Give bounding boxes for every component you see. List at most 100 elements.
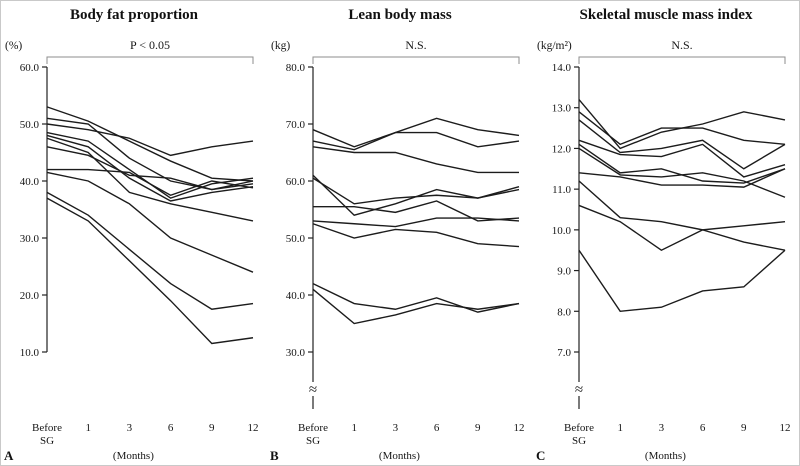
x-tick-label: 3: [127, 422, 133, 434]
panel-letter-a: A: [4, 448, 14, 463]
x-tick-label: 1: [617, 422, 623, 434]
significance-bracket: N.S.: [312, 38, 520, 64]
x-tick-label: SG: [572, 435, 586, 447]
y-axis: 60.0 50.0 40.0 30.0 20.0 10.0: [20, 62, 48, 359]
significance-label: N.S.: [405, 38, 426, 52]
panel-lean-body-mass: Lean body mass N.S. (kg) 80.0 70.0 60.0 50.0 4…: [267, 1, 533, 465]
series-line-s8: [578, 180, 786, 231]
y-tick-label: 70.0: [286, 119, 306, 131]
x-axis-title: (Months): [379, 450, 420, 462]
panel-body-fat: Body fat proportion P < 0.05 (%) 60.0 50.0 4…: [1, 1, 267, 465]
y-tick-label: 40.0: [20, 176, 40, 188]
series-line-s3: [46, 123, 254, 157]
panel-letter-c: C: [536, 448, 546, 463]
series-line-s5: [46, 134, 254, 202]
y-tick-label: 30.0: [286, 347, 306, 359]
x-tick-label: 6: [700, 422, 706, 434]
series-line-s11: [46, 197, 254, 345]
series-line-s10: [46, 191, 254, 310]
series-line-s10: [578, 249, 786, 313]
y-tick-label: 80.0: [286, 62, 306, 74]
series-lines: [312, 117, 520, 325]
y-tick-label: 10.0: [552, 225, 572, 237]
series-line-s1: [312, 129, 520, 148]
y-tick-label: 14.0: [552, 62, 572, 74]
significance-bracket: P < 0.05: [46, 38, 254, 64]
x-axis-title: (Months): [113, 450, 154, 462]
y-tick-label: 7.0: [557, 347, 571, 359]
significance-bracket: N.S.: [578, 38, 786, 64]
x-tick-label: 9: [475, 422, 481, 434]
axis-break-gap: [306, 382, 320, 396]
series-line-s5: [312, 177, 520, 205]
y-tick-label: 50.0: [286, 233, 306, 245]
series-line-s6: [46, 137, 254, 222]
y-tick-label: 10.0: [20, 347, 40, 359]
series-line-s4: [578, 139, 786, 178]
y-tick-label: 40.0: [286, 290, 306, 302]
x-tick-label: 12: [514, 422, 525, 434]
x-tick-label: 3: [659, 422, 665, 434]
panel-skeletal-muscle-mass-index: Skeletal muscle mass index N.S. (kg/m²) 14…: [533, 1, 799, 465]
skeletal-muscle-mass-index-chart-canvas: N.S. (kg/m²) 14.0 13.0 12.0 11.0 10.0 9.0 8.0 7.0…: [537, 38, 791, 462]
series-line-s3: [578, 119, 786, 170]
series-line-s9: [312, 282, 520, 313]
x-tick-label: SG: [40, 435, 54, 447]
x-tick-label: Before: [32, 422, 62, 434]
axis-break-gap: [572, 382, 586, 396]
y-tick-label: 8.0: [557, 306, 571, 318]
series-line-s1: [46, 106, 254, 182]
series-line-s8: [47, 168, 254, 197]
x-tick-label: 1: [85, 422, 91, 434]
x-tick-label: SG: [306, 435, 320, 447]
series-line-s6: [313, 200, 520, 222]
panel-letter-b: B: [270, 448, 279, 463]
chart-title-skeletal-muscle-mass-index: Skeletal muscle mass index: [579, 7, 753, 23]
y-tick-label: 20.0: [20, 290, 40, 302]
series-line-s8: [312, 223, 520, 248]
chart-title-lean-body-mass: Lean body mass: [348, 7, 452, 23]
series-line-s2: [578, 111, 786, 146]
y-axis: 80.0 70.0 60.0 50.0 40.0 30.0: [286, 62, 314, 409]
y-tick-label: 9.0: [557, 266, 571, 278]
series-line-s6: [578, 147, 786, 198]
y-tick-label: 11.0: [552, 184, 571, 196]
y-axis-unit-label: (kg/m²): [537, 40, 572, 52]
series-line-s7: [46, 146, 254, 191]
y-tick-label: 50.0: [20, 119, 40, 131]
series-lines: [578, 99, 786, 313]
y-axis-unit-label: (%): [5, 40, 22, 52]
significance-label: N.S.: [671, 38, 692, 52]
x-tick-label: Before: [298, 422, 328, 434]
significance-label: P < 0.05: [130, 38, 170, 52]
y-tick-label: 12.0: [552, 143, 572, 155]
chart-title-body-fat: Body fat proportion: [69, 7, 199, 23]
y-tick-label: 60.0: [20, 62, 40, 74]
y-tick-label: 60.0: [286, 176, 306, 188]
body-fat-chart-canvas: P < 0.05 (%) 60.0 50.0 40.0 30.0 20.0 10.0 Befor…: [5, 38, 259, 462]
series-line-s3: [312, 146, 519, 174]
x-tick-label: Before: [564, 422, 594, 434]
axis-break-icon: ≈: [575, 382, 583, 398]
series-line-s10: [312, 288, 520, 325]
series-line-s9: [46, 171, 254, 273]
series-line-s7: [578, 168, 786, 188]
lean-body-mass-chart-canvas: N.S. (kg) 80.0 70.0 60.0 50.0 40.0 30.0 ≈ BeforeS…: [271, 38, 525, 462]
y-tick-label: 30.0: [20, 233, 40, 245]
y-axis: 14.0 13.0 12.0 11.0 10.0 9.0 8.0 7.0: [552, 62, 580, 409]
x-tick-label: 9: [209, 422, 215, 434]
x-tick-label: 9: [741, 422, 747, 434]
x-tick-label: 1: [351, 422, 357, 434]
axis-break-icon: ≈: [309, 382, 317, 398]
series-line-s2: [312, 117, 520, 151]
x-tick-label: 3: [393, 422, 399, 434]
x-tick-label: 12: [780, 422, 791, 434]
x-tick-label: 6: [434, 422, 440, 434]
series-line-s9: [578, 204, 786, 252]
y-axis-unit-label: (kg): [271, 40, 290, 52]
series-lines: [46, 106, 254, 345]
